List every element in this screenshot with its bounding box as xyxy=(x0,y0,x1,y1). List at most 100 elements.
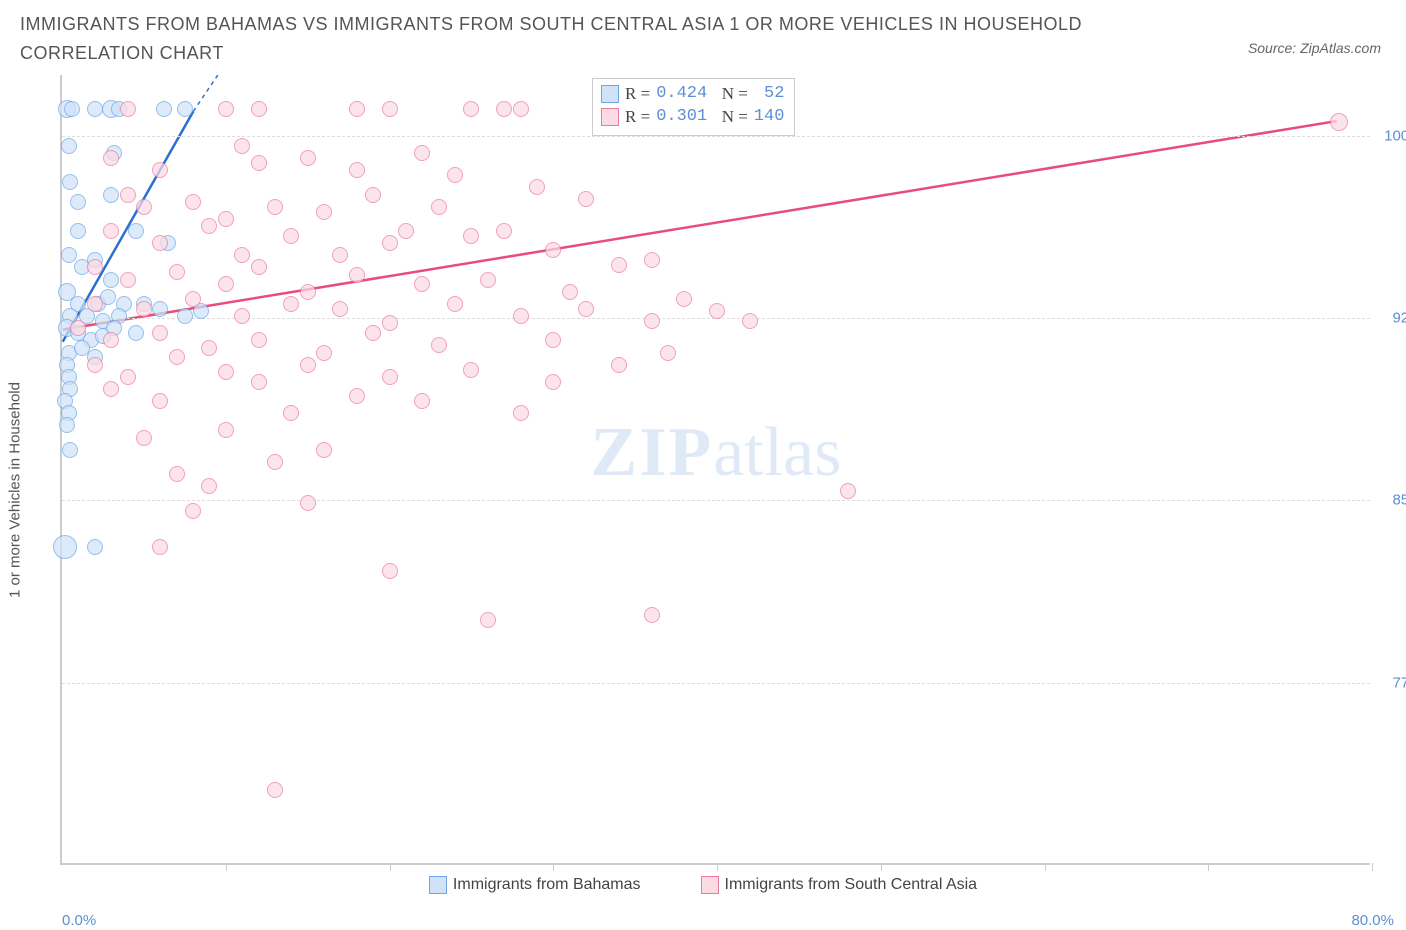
y-tick-label: 85.0% xyxy=(1375,492,1406,509)
data-point-south_central_asia xyxy=(120,187,136,203)
legend-item-south_central_asia: Immigrants from South Central Asia xyxy=(701,876,978,894)
data-point-bahamas xyxy=(177,101,193,117)
x-tick xyxy=(1045,863,1046,871)
data-point-south_central_asia xyxy=(414,276,430,292)
data-point-south_central_asia xyxy=(644,607,660,623)
data-point-bahamas xyxy=(62,174,78,190)
data-point-south_central_asia xyxy=(152,162,168,178)
data-point-bahamas xyxy=(128,223,144,239)
data-point-south_central_asia xyxy=(382,315,398,331)
data-point-south_central_asia xyxy=(300,150,316,166)
data-point-south_central_asia xyxy=(185,194,201,210)
stats-row-bahamas: R = 0.424 N = 52 xyxy=(601,83,784,106)
data-point-south_central_asia xyxy=(267,782,283,798)
data-point-south_central_asia xyxy=(611,357,627,373)
data-point-south_central_asia xyxy=(316,345,332,361)
data-point-south_central_asia xyxy=(103,150,119,166)
data-point-south_central_asia xyxy=(316,204,332,220)
legend-label: Immigrants from Bahamas xyxy=(453,876,641,894)
series-legend: Immigrants from Bahamas Immigrants from S… xyxy=(20,876,1386,899)
data-point-south_central_asia xyxy=(676,291,692,307)
data-point-south_central_asia xyxy=(382,101,398,117)
data-point-south_central_asia xyxy=(136,301,152,317)
data-point-south_central_asia xyxy=(201,478,217,494)
data-point-south_central_asia xyxy=(185,291,201,307)
data-point-south_central_asia xyxy=(267,454,283,470)
gridline xyxy=(62,500,1370,501)
data-point-south_central_asia xyxy=(545,332,561,348)
x-tick xyxy=(881,863,882,871)
data-point-south_central_asia xyxy=(87,296,103,312)
data-point-bahamas xyxy=(103,272,119,288)
y-tick-label: 100.0% xyxy=(1375,127,1406,144)
x-tick xyxy=(1208,863,1209,871)
data-point-south_central_asia xyxy=(283,296,299,312)
data-point-south_central_asia xyxy=(513,405,529,421)
data-point-south_central_asia xyxy=(332,247,348,263)
x-axis-max-label: 80.0% xyxy=(1351,912,1394,929)
data-point-bahamas xyxy=(70,223,86,239)
data-point-south_central_asia xyxy=(463,101,479,117)
data-point-bahamas xyxy=(87,539,103,555)
data-point-south_central_asia xyxy=(431,337,447,353)
data-point-bahamas xyxy=(156,101,172,117)
data-point-bahamas xyxy=(87,101,103,117)
data-point-south_central_asia xyxy=(382,369,398,385)
data-point-south_central_asia xyxy=(251,374,267,390)
stats-row-south_central_asia: R = 0.301 N = 140 xyxy=(601,106,784,129)
data-point-south_central_asia xyxy=(611,257,627,273)
data-point-south_central_asia xyxy=(644,252,660,268)
data-point-south_central_asia xyxy=(201,218,217,234)
data-point-south_central_asia xyxy=(840,483,856,499)
data-point-south_central_asia xyxy=(218,211,234,227)
data-point-south_central_asia xyxy=(267,199,283,215)
data-point-south_central_asia xyxy=(513,308,529,324)
gridline xyxy=(62,136,1370,137)
data-point-south_central_asia xyxy=(169,466,185,482)
data-point-south_central_asia xyxy=(251,155,267,171)
data-point-south_central_asia xyxy=(545,242,561,258)
x-tick xyxy=(1372,863,1373,871)
data-point-south_central_asia xyxy=(709,303,725,319)
data-point-south_central_asia xyxy=(87,357,103,373)
data-point-south_central_asia xyxy=(234,138,250,154)
data-point-bahamas xyxy=(64,101,80,117)
legend-label: Immigrants from South Central Asia xyxy=(725,876,978,894)
data-point-south_central_asia xyxy=(300,357,316,373)
x-tick xyxy=(717,863,718,871)
data-point-south_central_asia xyxy=(496,223,512,239)
data-point-south_central_asia xyxy=(398,223,414,239)
legend-item-bahamas: Immigrants from Bahamas xyxy=(429,876,641,894)
data-point-south_central_asia xyxy=(414,145,430,161)
data-point-south_central_asia xyxy=(185,503,201,519)
data-point-south_central_asia xyxy=(480,272,496,288)
x-tick xyxy=(226,863,227,871)
data-point-south_central_asia xyxy=(349,101,365,117)
data-point-south_central_asia xyxy=(742,313,758,329)
data-point-south_central_asia xyxy=(120,272,136,288)
data-point-south_central_asia xyxy=(463,362,479,378)
data-point-south_central_asia xyxy=(152,235,168,251)
data-point-south_central_asia xyxy=(103,332,119,348)
data-point-bahamas xyxy=(61,247,77,263)
data-point-south_central_asia xyxy=(120,369,136,385)
chart-title: IMMIGRANTS FROM BAHAMAS VS IMMIGRANTS FR… xyxy=(20,10,1140,68)
stats-legend-box: R = 0.424 N = 52R = 0.301 N = 140 xyxy=(592,78,795,136)
data-point-south_central_asia xyxy=(1330,113,1348,131)
data-point-south_central_asia xyxy=(365,325,381,341)
data-point-south_central_asia xyxy=(152,325,168,341)
x-axis-min-label: 0.0% xyxy=(62,912,96,929)
data-point-bahamas xyxy=(53,535,77,559)
data-point-south_central_asia xyxy=(300,284,316,300)
plot-area: ZIPatlas R = 0.424 N = 52R = 0.301 N = 1… xyxy=(60,75,1370,865)
legend-swatch xyxy=(601,108,619,126)
data-point-south_central_asia xyxy=(103,381,119,397)
data-point-south_central_asia xyxy=(120,101,136,117)
data-point-south_central_asia xyxy=(480,612,496,628)
data-point-south_central_asia xyxy=(169,349,185,365)
data-point-south_central_asia xyxy=(136,199,152,215)
trend-lines xyxy=(62,75,1370,863)
data-point-south_central_asia xyxy=(545,374,561,390)
data-point-south_central_asia xyxy=(218,276,234,292)
gridline xyxy=(62,683,1370,684)
